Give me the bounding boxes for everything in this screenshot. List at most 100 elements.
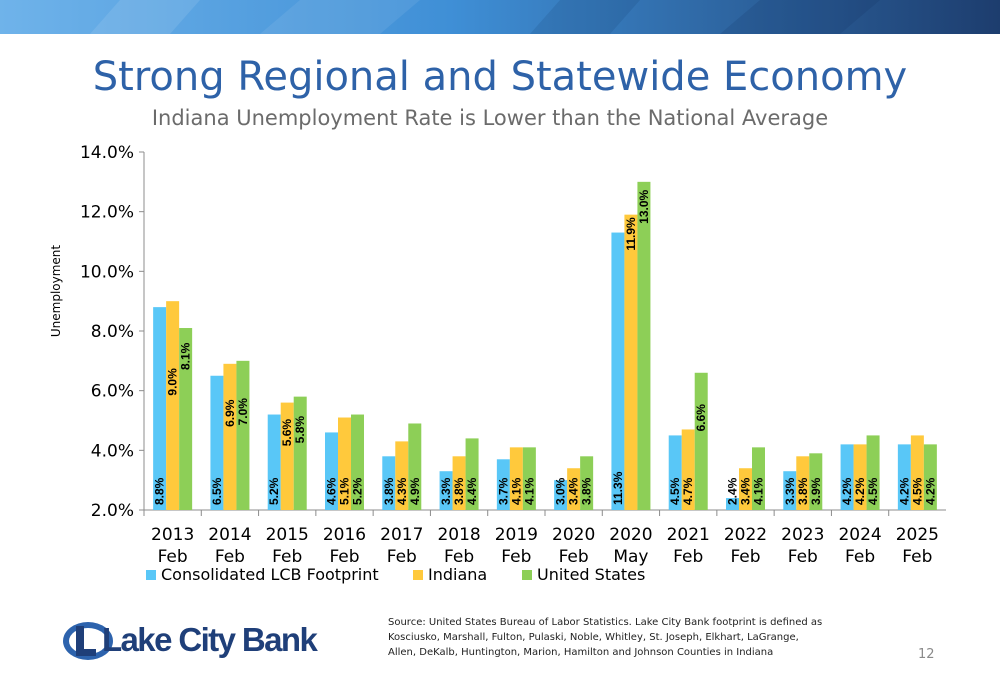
data-label: 4.2% bbox=[853, 477, 867, 505]
data-label: 3.3% bbox=[783, 477, 797, 505]
bar bbox=[783, 471, 797, 510]
bar bbox=[752, 447, 765, 510]
x-tick-label-year: 2017 bbox=[380, 525, 423, 545]
y-tick-label: 8.0% bbox=[91, 322, 134, 342]
x-tick-label-year: 2023 bbox=[781, 525, 824, 545]
data-label: 4.5% bbox=[910, 477, 924, 505]
source-note: Source: United States Bureau of Labor St… bbox=[388, 617, 823, 658]
x-tick-label-month: Feb bbox=[845, 547, 875, 567]
x-tick-label-month: Feb bbox=[215, 547, 245, 567]
bars bbox=[143, 181, 937, 516]
legend: Consolidated LCB Footprint Indiana United … bbox=[146, 565, 645, 584]
y-tick-label: 2.0% bbox=[91, 501, 134, 521]
x-tick-label-year: 2018 bbox=[437, 525, 480, 545]
data-label: 3.0% bbox=[554, 477, 568, 505]
bar bbox=[910, 435, 924, 510]
data-label: 3.8% bbox=[796, 477, 810, 505]
bar bbox=[280, 402, 294, 510]
x-tick-label-month: Feb bbox=[788, 547, 818, 567]
data-label: 9.0% bbox=[166, 368, 180, 396]
legend-swatch bbox=[522, 570, 532, 580]
x-tick-label-year: 2016 bbox=[323, 525, 366, 545]
bar bbox=[509, 447, 523, 510]
x-tick-label-month: Feb bbox=[272, 547, 302, 567]
data-label: 5.2% bbox=[351, 477, 365, 505]
data-label: 3.4% bbox=[567, 477, 581, 505]
bar bbox=[223, 363, 237, 510]
bar bbox=[866, 435, 880, 510]
data-label: 3.4% bbox=[739, 477, 753, 505]
data-label: 4.7% bbox=[681, 477, 695, 505]
bar bbox=[166, 301, 180, 510]
data-label: 13.0% bbox=[637, 189, 651, 223]
bar bbox=[351, 414, 364, 510]
data-label: 3.9% bbox=[809, 477, 823, 505]
bar bbox=[338, 417, 351, 510]
data-label: 6.5% bbox=[210, 477, 224, 505]
data-label: 4.2% bbox=[923, 477, 937, 505]
data-label: 4.1% bbox=[752, 477, 766, 505]
x-tick-label-year: 2025 bbox=[896, 525, 939, 545]
bar bbox=[611, 232, 625, 511]
data-label: 4.4% bbox=[465, 477, 479, 505]
data-label: 6.6% bbox=[694, 404, 708, 432]
data-label: 8.8% bbox=[153, 477, 167, 505]
bar bbox=[739, 468, 752, 510]
bar bbox=[897, 444, 911, 510]
x-tick-label-month: Feb bbox=[387, 547, 417, 567]
x-tick-label-year: 2014 bbox=[208, 525, 251, 545]
x-tick-label-year: 2024 bbox=[838, 525, 881, 545]
data-label: 4.3% bbox=[395, 477, 409, 505]
data-label: 5.6% bbox=[280, 419, 294, 447]
legend-label: United States bbox=[537, 565, 645, 584]
x-tick-label-month: Feb bbox=[158, 547, 188, 567]
x-tick-label-year: 2020 bbox=[609, 525, 652, 545]
x-tick-label-year: 2015 bbox=[266, 525, 309, 545]
y-tick-label: 10.0% bbox=[80, 262, 134, 282]
bar bbox=[681, 429, 695, 510]
bar bbox=[325, 432, 338, 510]
x-tick-label-month: May bbox=[613, 547, 648, 567]
data-label: 2.4% bbox=[726, 477, 740, 505]
bank-logo-mark-icon bbox=[63, 622, 113, 660]
bar bbox=[624, 214, 638, 510]
logo-wordmark: Lake City Bank bbox=[102, 621, 318, 658]
bar bbox=[567, 468, 581, 510]
bar bbox=[210, 375, 224, 510]
bar bbox=[382, 456, 396, 510]
y-tick-label: 6.0% bbox=[91, 382, 134, 402]
header-banner bbox=[0, 0, 1000, 34]
data-label: 3.7% bbox=[496, 477, 510, 505]
lake-city-bank-logo: Lake City Bank bbox=[62, 617, 318, 667]
data-label: 3.8% bbox=[382, 477, 396, 505]
bar bbox=[293, 396, 307, 510]
y-axis-title: Unemployment bbox=[49, 245, 63, 338]
legend-swatch bbox=[413, 570, 423, 580]
x-axis: 2013Feb2014Feb2015Feb2016Feb2017Feb2018F… bbox=[151, 525, 939, 567]
y-tick-label: 14.0% bbox=[80, 143, 134, 163]
legend-swatch bbox=[146, 570, 156, 580]
slide-subtitle: Indiana Unemployment Rate is Lower than … bbox=[151, 106, 829, 130]
bar bbox=[840, 444, 854, 510]
data-label: 4.2% bbox=[897, 477, 911, 505]
data-label: 5.2% bbox=[267, 477, 281, 505]
data-label: 4.1% bbox=[509, 477, 523, 505]
x-tick-label-month: Feb bbox=[673, 547, 703, 567]
data-label: 3.8% bbox=[580, 477, 594, 505]
data-label: 5.1% bbox=[338, 477, 352, 505]
page-number: 12 bbox=[918, 647, 935, 662]
bar bbox=[694, 372, 708, 510]
bar bbox=[796, 456, 810, 510]
unemployment-bar-chart: Unemployment 2.0% 4.0% 6.0% 8.0% 10.0% 12.0% 1… bbox=[49, 143, 946, 584]
bar bbox=[668, 435, 682, 510]
data-label: 4.1% bbox=[522, 477, 536, 505]
y-tick-label: 12.0% bbox=[80, 203, 134, 223]
data-label: 3.3% bbox=[439, 477, 453, 505]
y-axis-label: Unemployment bbox=[49, 245, 63, 338]
bar bbox=[439, 471, 453, 510]
bar bbox=[853, 444, 867, 510]
bar bbox=[408, 423, 422, 510]
bar bbox=[452, 456, 466, 510]
x-tick-label-year: 2019 bbox=[495, 525, 538, 545]
x-tick-label-month: Feb bbox=[444, 547, 474, 567]
